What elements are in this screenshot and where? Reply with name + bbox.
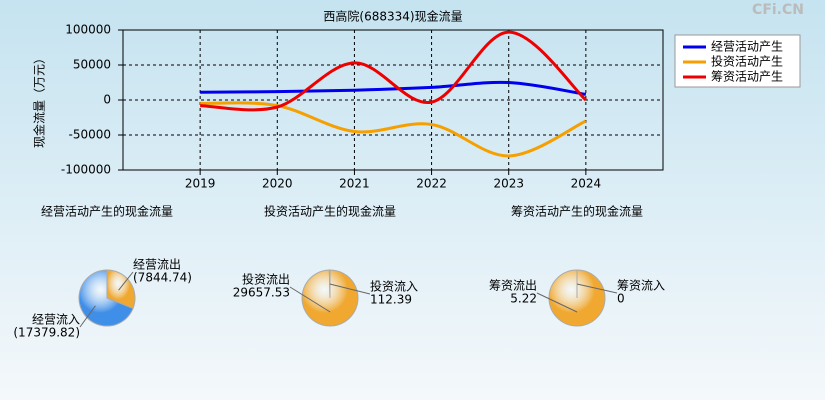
slice-label: 经营流入 [32, 313, 80, 327]
plot-frame [122, 29, 664, 171]
legend-label: 经营活动产生 [711, 40, 783, 54]
leader-line [79, 305, 96, 328]
line-series [200, 80, 587, 96]
pie-title: 经营活动产生的现金流量 [41, 204, 173, 219]
x-tick-label: 2022 [416, 177, 447, 191]
slice-value: (17379.82) [13, 326, 80, 340]
y-tick-label: 50000 [73, 58, 111, 72]
leader-line [329, 283, 371, 295]
slice-value: 5.22 [510, 292, 537, 306]
x-tick-label: 2023 [493, 177, 524, 191]
x-tick-label: 2021 [339, 177, 370, 191]
y-tick-label: -100000 [61, 163, 111, 177]
leader-line [536, 292, 578, 313]
slice-label: 投资流出 [242, 272, 290, 287]
pie-slice [328, 269, 331, 299]
watermark: CFi.CN [752, 2, 804, 18]
slice-label: 筹资流入 [617, 279, 665, 293]
y-tick-label: -50000 [68, 128, 111, 142]
legend-label: 筹资活动产生 [711, 70, 783, 84]
y-tick-label: 0 [103, 93, 111, 107]
slice-label: 经营流出 [133, 258, 181, 272]
pie-title: 筹资活动产生的现金流量 [511, 204, 643, 219]
leader-line [289, 286, 331, 313]
x-tick-label: 2020 [262, 177, 293, 191]
pie-slice [106, 269, 136, 310]
slice-value: 29657.53 [233, 286, 290, 300]
slice-value: (7844.74) [133, 271, 192, 285]
legend-label: 投资活动产生 [711, 54, 783, 69]
line-series [200, 30, 587, 112]
x-tick-label: 2024 [571, 177, 602, 191]
slice-label: 筹资流出 [489, 279, 537, 293]
x-tick-label: 2019 [185, 177, 216, 191]
y-axis-label: 现金流量（万元） [32, 52, 47, 148]
slice-value: 112.39 [370, 293, 412, 307]
chart-title: 西高院(688334)现金流量 [323, 9, 462, 24]
slice-value: 0 [617, 292, 625, 306]
pie-title: 投资活动产生的现金流量 [264, 204, 396, 219]
slice-label: 投资流入 [370, 279, 418, 294]
leader-line [118, 271, 134, 291]
line-series [200, 101, 587, 158]
y-tick-label: 100000 [65, 23, 111, 37]
pie-slice [78, 269, 134, 327]
leader-line [576, 283, 618, 294]
